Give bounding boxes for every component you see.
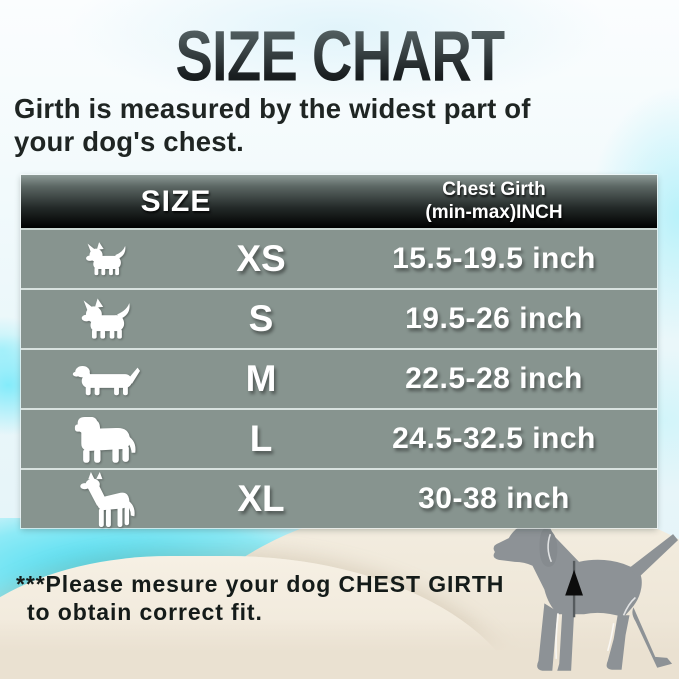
size-value: L: [249, 418, 273, 459]
table-row-xs: XS 15.5-19.5 inch: [21, 230, 657, 288]
footnote: ***Please mesure your dog CHEST GIRTH to…: [16, 571, 504, 626]
column-header-chest-girth: Chest Girth (min-max)INCH: [425, 178, 563, 223]
girth-value: 30-38 inch: [418, 482, 570, 515]
chihuahua-small-icon: [21, 242, 191, 276]
girth-arrow-up-icon: [565, 569, 583, 596]
dachshund-icon: [21, 361, 191, 397]
size-table-header: SIZE Chest Girth (min-max)INCH: [21, 175, 657, 230]
size-value: XL: [237, 478, 285, 519]
footnote-line-2: to obtain correct fit.: [27, 598, 263, 625]
intro-text: Girth is measured by the widest part of …: [14, 92, 531, 158]
table-row-m: M 22.5-28 inch: [21, 348, 657, 408]
intro-line-1: Girth is measured by the widest part of: [14, 93, 531, 124]
size-table: SIZE Chest Girth (min-max)INCH XS 15.5-1…: [20, 174, 658, 529]
size-value: M: [245, 358, 277, 399]
chihuahua-icon: [21, 298, 191, 340]
size-value: XS: [236, 238, 286, 279]
girth-value: 24.5-32.5 inch: [392, 422, 596, 455]
column-header-size: SIZE: [140, 184, 212, 218]
footnote-line-1: ***Please mesure your dog CHEST GIRTH: [16, 571, 505, 597]
girth-value: 22.5-28 inch: [405, 362, 583, 395]
page-title: SIZE CHART: [174, 17, 505, 97]
table-row-s: S 19.5-26 inch: [21, 288, 657, 348]
size-value: S: [248, 298, 274, 339]
girth-value: 15.5-19.5 inch: [392, 242, 596, 275]
table-row-l: L 24.5-32.5 inch: [21, 408, 657, 468]
mastiff-icon: [21, 414, 191, 464]
girth-value: 19.5-26 inch: [405, 302, 583, 335]
intro-line-2: your dog's chest.: [14, 126, 244, 157]
chest-girth-measurement-dog-illustration: [493, 522, 679, 671]
table-row-xl: XL 30-38 inch: [21, 468, 657, 528]
great-dane-icon: [21, 471, 191, 527]
